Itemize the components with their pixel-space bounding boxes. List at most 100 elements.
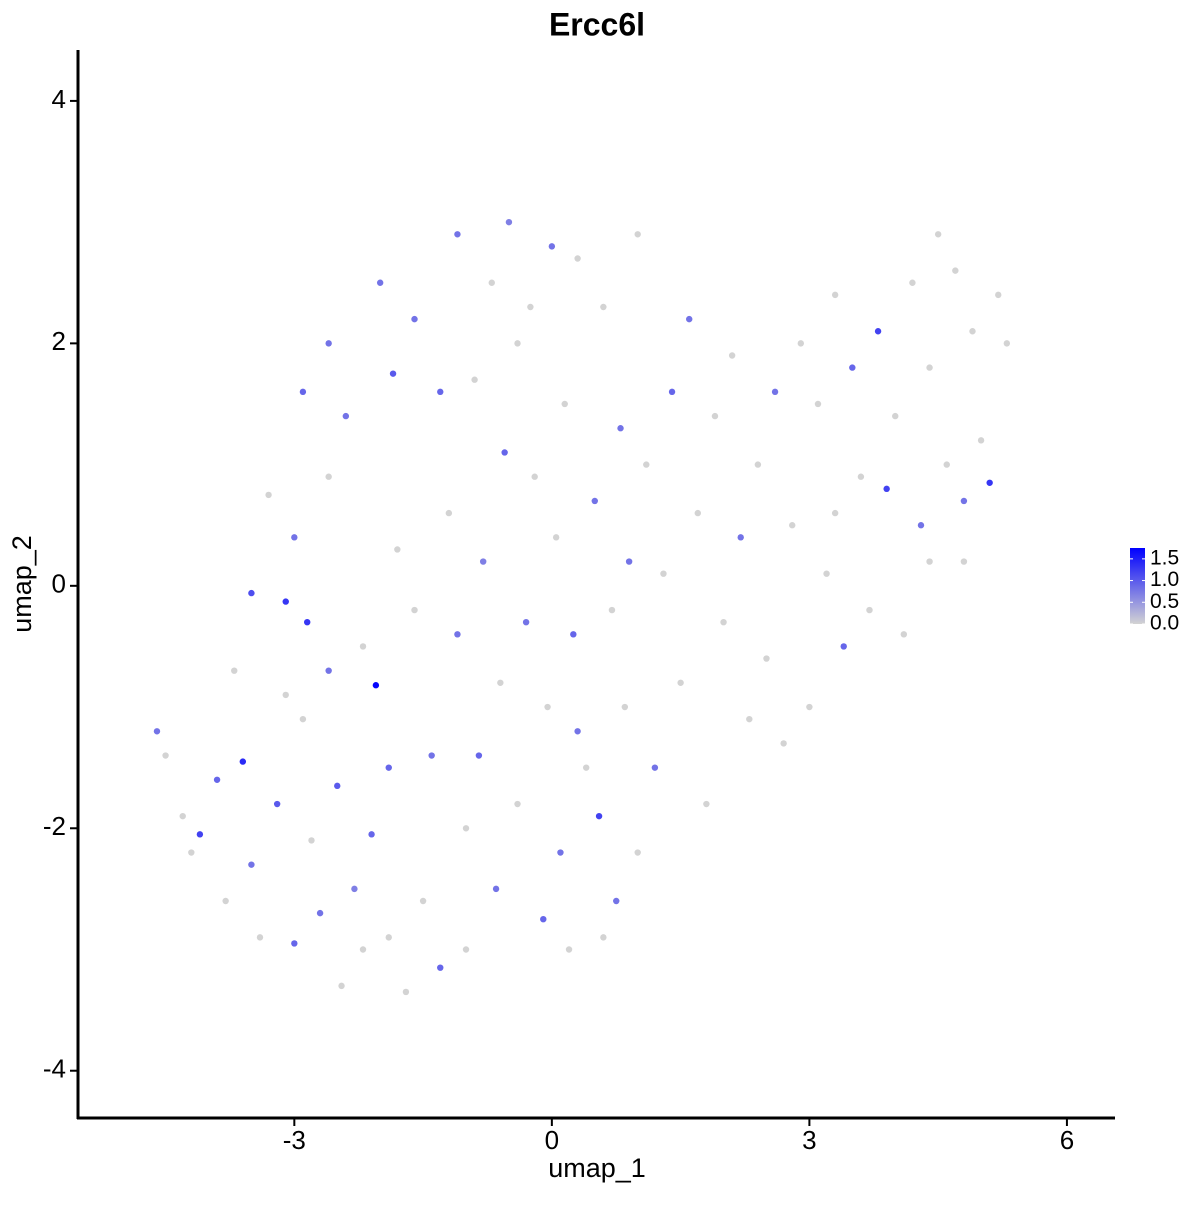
cell-point [634, 849, 641, 856]
cell-point [531, 473, 538, 480]
y-axis-title: umap_2 [7, 535, 37, 633]
cell-point [497, 679, 504, 686]
cell-point [651, 764, 659, 771]
cell-point [582, 764, 590, 771]
cell-point [291, 534, 298, 541]
cell-point [849, 364, 856, 371]
cell-point [454, 231, 461, 238]
cell-point [866, 606, 873, 614]
cell-point [428, 752, 435, 759]
cell-point [737, 534, 744, 541]
cell-point [376, 279, 384, 286]
x-tick-label: 0 [545, 1125, 559, 1155]
cell-point [540, 915, 547, 923]
cell-point [273, 800, 281, 808]
cell-point [239, 758, 247, 765]
cell-point [385, 764, 392, 771]
y-tick-label: -2 [43, 811, 66, 841]
cell-point [613, 897, 620, 905]
cell-point [527, 303, 534, 311]
cell-point [995, 291, 1002, 299]
cell-point [488, 279, 495, 286]
cell-point [325, 473, 332, 480]
cell-point [282, 598, 289, 605]
colorbar-tick-label: 0.0 [1150, 612, 1179, 635]
cell-point [617, 425, 624, 432]
cell-point [419, 897, 427, 905]
cell-point [754, 461, 762, 468]
cell-point [552, 534, 560, 541]
x-tick-label: -3 [283, 1125, 306, 1155]
cell-point [926, 558, 933, 565]
cell-point [574, 728, 581, 735]
cell-point [557, 849, 564, 856]
colorbar-tick-label: 0.5 [1150, 590, 1179, 613]
cell-point [677, 679, 684, 686]
cell-point [316, 909, 324, 917]
cell-point [780, 740, 787, 747]
cell-point [359, 946, 367, 953]
cell-point [454, 631, 461, 638]
cell-point [643, 461, 650, 468]
cell-point [574, 255, 581, 262]
cell-point [514, 340, 521, 347]
cell-point [505, 218, 513, 226]
cell-point [625, 558, 633, 565]
cell-point [660, 570, 667, 577]
cell-point [608, 606, 616, 614]
cell-point [883, 485, 890, 493]
cell-point [548, 243, 556, 250]
cell-point [299, 715, 307, 723]
cell-point [492, 885, 500, 893]
cell-point [570, 631, 577, 638]
cell-point [806, 703, 813, 711]
colorbar-tick-label: 1.0 [1150, 568, 1179, 591]
cell-point [222, 897, 229, 905]
cell-point [475, 752, 483, 759]
cell-point [359, 643, 367, 650]
cell-point [437, 388, 444, 396]
x-tick-label: 3 [802, 1125, 816, 1155]
y-tick-label: 0 [52, 569, 66, 599]
cell-point [372, 682, 380, 689]
cell-point [479, 558, 487, 565]
y-tick-label: 4 [52, 84, 66, 114]
cell-point [188, 849, 195, 856]
cell-point [591, 497, 598, 505]
cell-point [720, 618, 727, 626]
y-tick-label: 2 [52, 326, 66, 356]
cell-point [746, 715, 753, 723]
cell-point [823, 570, 830, 577]
cell-point [411, 315, 418, 323]
cell-point [711, 412, 719, 420]
cell-point [694, 509, 701, 517]
cell-point [248, 861, 255, 868]
chart-title: Ercc6l [549, 6, 645, 42]
cell-point [960, 558, 968, 565]
cell-point [231, 667, 238, 674]
cell-point [471, 376, 478, 383]
cell-point [522, 618, 530, 626]
cell-point [299, 388, 307, 396]
cell-point [668, 388, 676, 396]
cell-point [917, 522, 925, 529]
cell-point [565, 946, 573, 953]
cell-point [969, 328, 976, 335]
cell-point [840, 643, 847, 650]
cell-point [445, 509, 453, 517]
cell-point [389, 370, 397, 377]
cell-point [256, 934, 264, 941]
x-tick-label: 6 [1060, 1125, 1074, 1155]
cell-point [874, 328, 882, 335]
cell-point [900, 631, 908, 638]
cell-point [402, 988, 410, 996]
cell-point [600, 934, 607, 941]
cell-point [162, 752, 169, 759]
cell-point [437, 964, 444, 971]
cell-point [986, 479, 993, 486]
cell-point [561, 400, 568, 408]
cell-point [153, 728, 161, 735]
cell-point [342, 412, 350, 420]
cell-point [952, 267, 959, 274]
cell-point [960, 497, 968, 505]
